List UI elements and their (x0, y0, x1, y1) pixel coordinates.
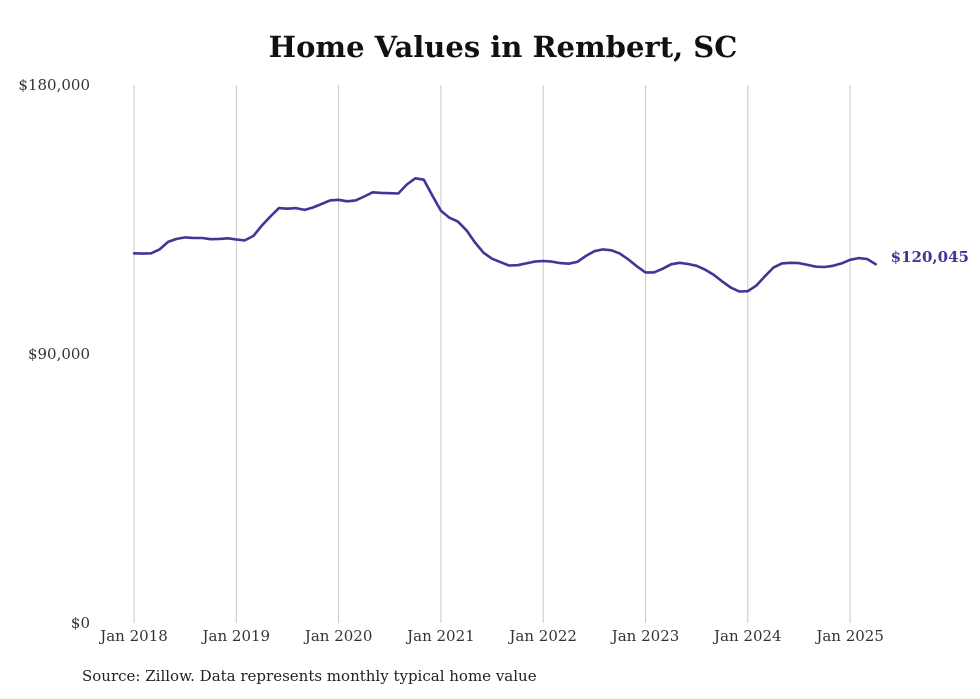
x-axis-ticks: Jan 2018 Jan 2019 Jan 2020 Jan 2021 Jan 2022… (98, 627, 884, 645)
source-note: Source: Zillow. Data represents monthly … (82, 667, 537, 685)
chart-title: Home Values in Rembert, SC (268, 30, 738, 64)
x-tick-label: Jan 2025 (814, 627, 884, 645)
x-tick-label: Jan 2018 (98, 627, 168, 645)
x-tick-label: Jan 2020 (303, 627, 373, 645)
x-tick-label: Jan 2024 (712, 627, 782, 645)
end-value-label: $120,045 (891, 248, 969, 266)
x-tick-label: Jan 2021 (405, 627, 475, 645)
y-tick-label: $180,000 (18, 76, 90, 94)
y-tick-label: $90,000 (28, 345, 90, 363)
x-tick-label: Jan 2022 (507, 627, 577, 645)
x-tick-label: Jan 2019 (201, 627, 271, 645)
series-line-home-value (132, 177, 877, 293)
x-tick-label: Jan 2023 (610, 627, 680, 645)
y-axis-ticks: $0 $90,000 $180,000 (18, 76, 90, 632)
y-tick-label: $0 (71, 614, 90, 632)
gridlines (133, 85, 851, 623)
